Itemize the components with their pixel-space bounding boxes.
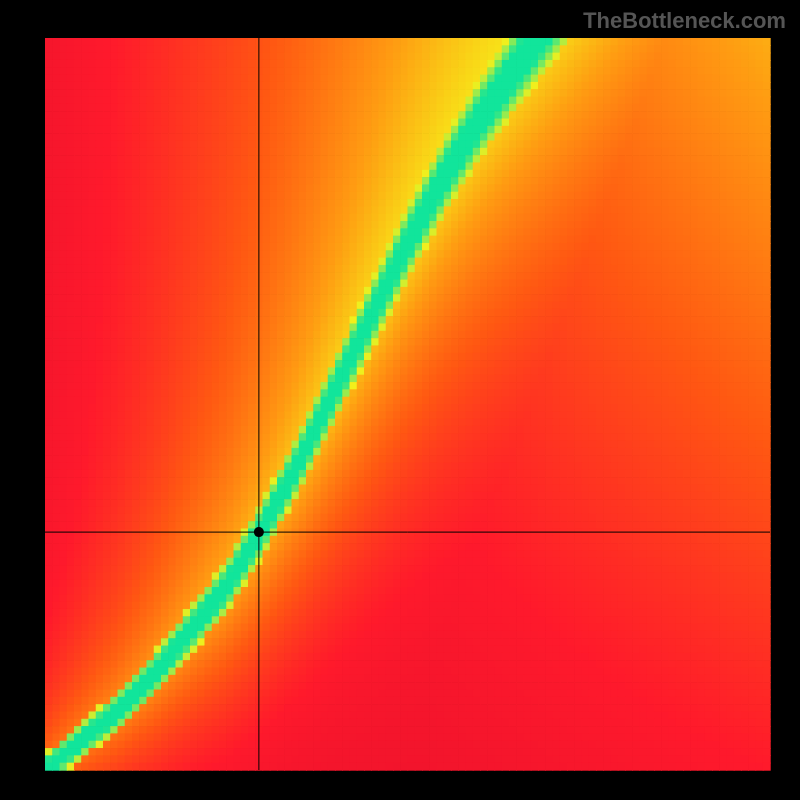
watermark-text: TheBottleneck.com: [583, 8, 786, 34]
chart-container: TheBottleneck.com: [0, 0, 800, 800]
heatmap-canvas: [0, 0, 800, 800]
